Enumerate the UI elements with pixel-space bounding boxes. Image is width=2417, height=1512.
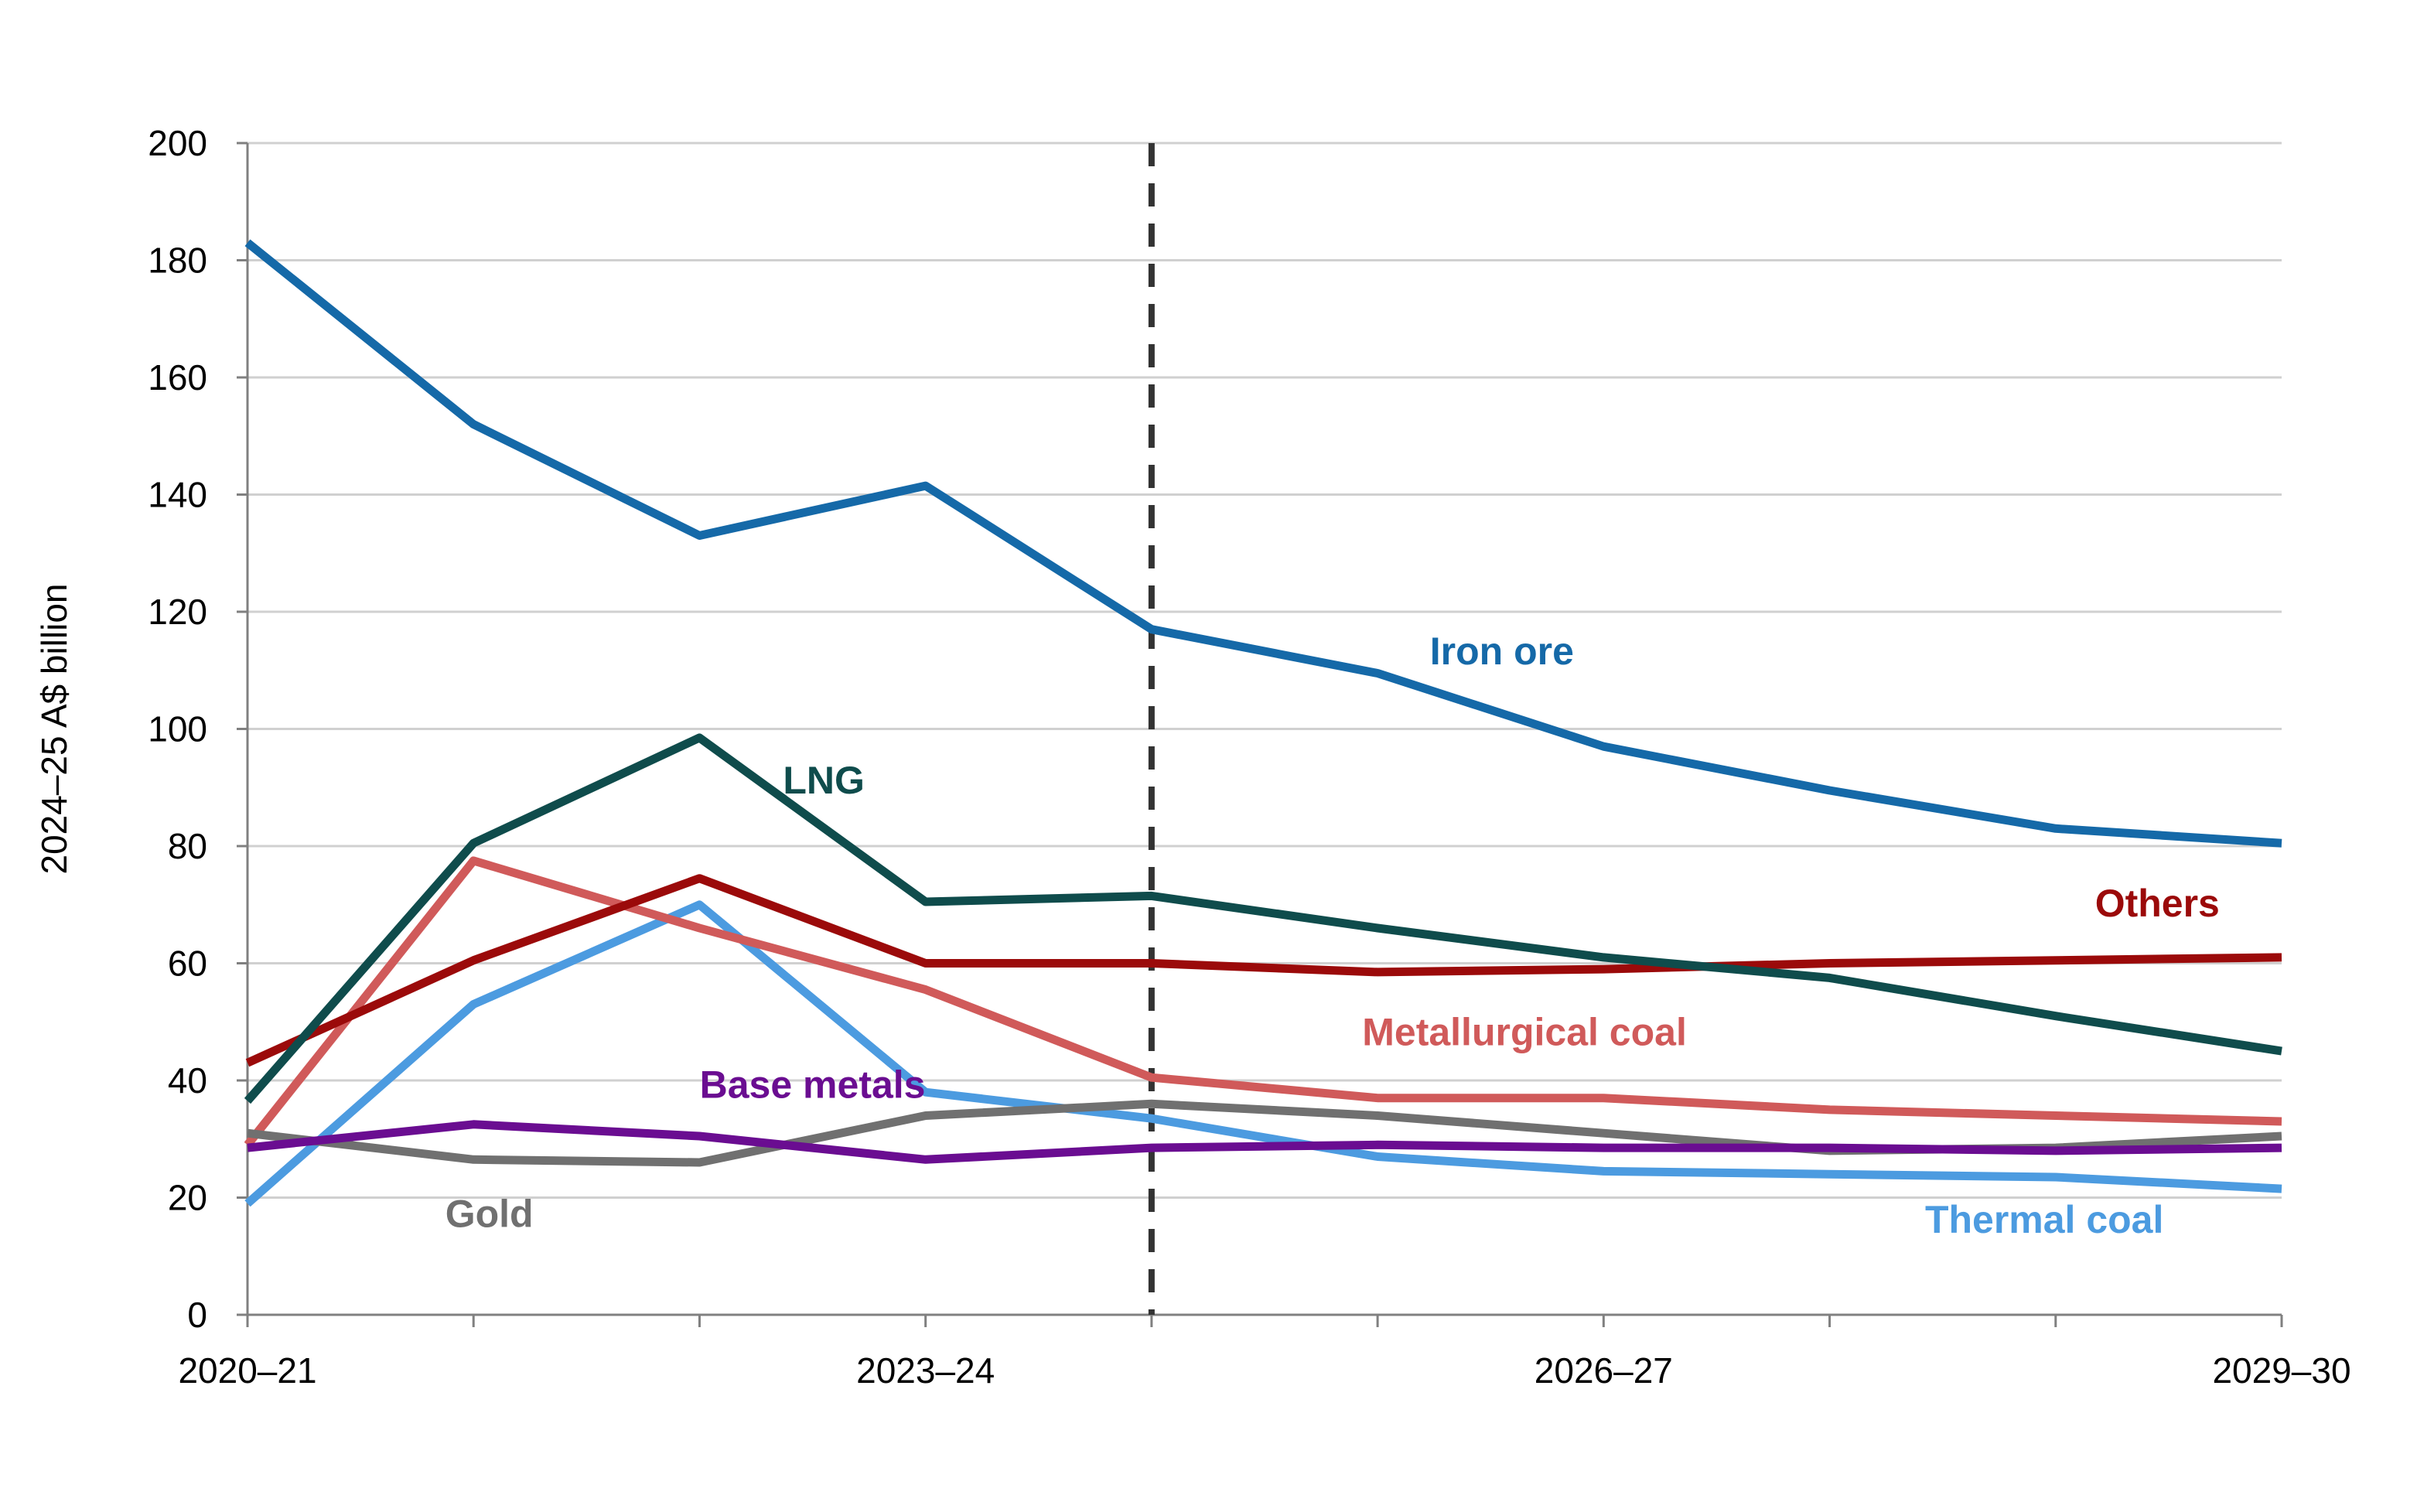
y-tick-label: 20 — [168, 1178, 207, 1218]
x-tick-label: 2020–21 — [178, 1350, 316, 1391]
series-line-iron-ore — [244, 239, 2282, 848]
x-tick-label: 2029–30 — [2212, 1350, 2350, 1391]
y-tick-label: 0 — [187, 1295, 207, 1335]
y-tick-label: 200 — [148, 123, 207, 163]
y-tick-label: 60 — [168, 944, 207, 984]
series-label-others: Others — [2095, 882, 2220, 925]
gridlines — [248, 142, 2282, 1199]
series-line-lng — [244, 733, 2282, 1104]
series-label-lng: LNG — [783, 759, 865, 802]
series-label-gold: Gold — [446, 1192, 534, 1235]
series-label-iron-ore: Iron ore — [1430, 630, 1574, 673]
x-tick-label: 2023–24 — [856, 1350, 995, 1391]
series-line-others — [245, 874, 2282, 1067]
y-tick-label: 160 — [148, 357, 207, 398]
series-label-base-metals: Base metals — [700, 1063, 926, 1107]
series-label-thermal-coal: Thermal coal — [1925, 1198, 2163, 1241]
series-labels: Iron ore LNG Others Metallurgical coal Therm… — [446, 630, 2220, 1241]
y-axis-title: 2024–25 A$ billion — [34, 584, 74, 875]
y-tick-label: 40 — [168, 1060, 207, 1101]
y-tick-label: 100 — [148, 709, 207, 749]
series-label-metallurgical-coal: Metallurgical coal — [1362, 1011, 1687, 1054]
series-line-base-metals — [247, 1120, 2282, 1164]
x-tick-label: 2026–27 — [1535, 1350, 1673, 1391]
y-tick-label: 80 — [168, 826, 207, 866]
series-line-thermal-coal — [244, 900, 2282, 1207]
series-line-metallurgical-coal — [244, 856, 2282, 1148]
y-tick-label: 120 — [148, 592, 207, 632]
series-lines — [244, 239, 2282, 1207]
y-tick-label: 180 — [148, 241, 207, 281]
y-tick-label: 140 — [148, 475, 207, 515]
